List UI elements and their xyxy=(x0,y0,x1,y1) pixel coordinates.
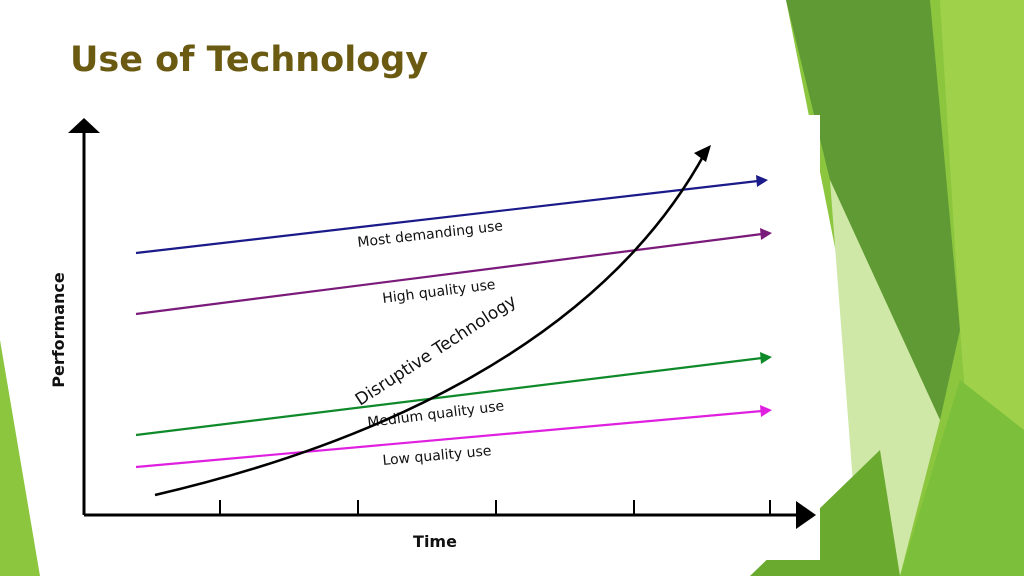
line-most-demanding-use xyxy=(135,179,759,255)
x-axis-label: Time xyxy=(413,532,457,551)
green-facet-left xyxy=(0,340,40,576)
curve-arrow xyxy=(694,145,711,162)
y-axis-label: Performance xyxy=(49,272,68,388)
line-high-quality-use xyxy=(135,232,763,316)
disruptive-technology-curve xyxy=(154,152,707,497)
green-facet-5 xyxy=(900,380,1024,576)
line-arrow xyxy=(760,405,772,417)
green-facet-2 xyxy=(786,0,960,420)
line-arrow xyxy=(760,352,772,364)
line-low-quality-use xyxy=(135,409,763,469)
technology-diagram: Time Performance Most demanding use High… xyxy=(40,115,820,560)
slide-title: Use of Technology xyxy=(70,40,429,80)
line-arrow xyxy=(760,228,772,240)
x-axis-arrow xyxy=(796,501,816,529)
line-medium-quality-use xyxy=(135,356,763,437)
line-arrow xyxy=(756,175,768,187)
y-axis-arrow xyxy=(68,118,100,133)
